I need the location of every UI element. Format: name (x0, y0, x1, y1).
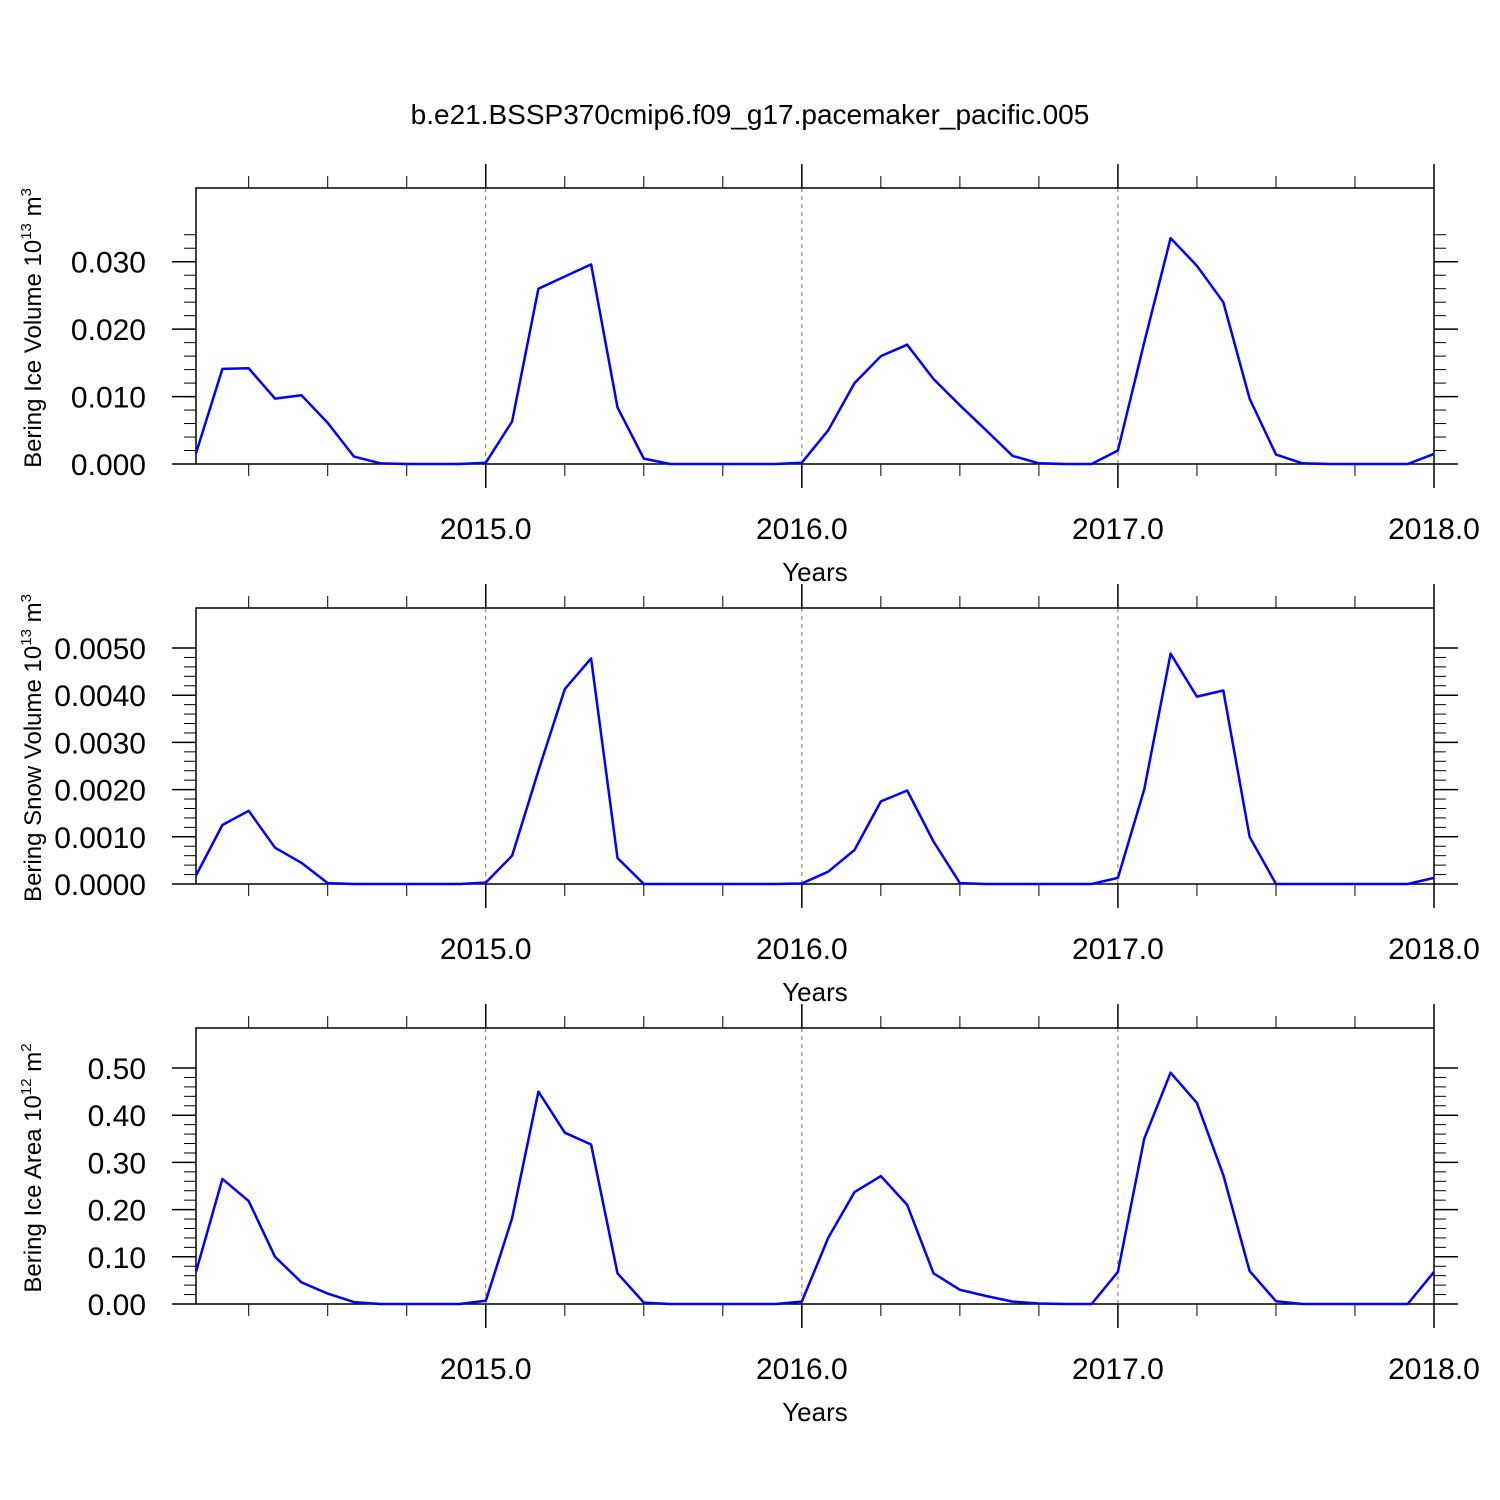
plot-frame (195, 187, 1435, 465)
x-tick-label: 2016.0 (756, 933, 848, 966)
y-tick-label: 0.000 (71, 449, 146, 482)
panels: 0.000 0.010 0.020 0.030 2015.0 2016.0 2017.0 20… (18, 164, 1480, 1427)
series-line-1 (194, 1071, 1435, 1306)
x-tick-label: 2015.0 (440, 933, 532, 966)
y-tick-label: 0.030 (71, 247, 146, 280)
plot-frame (195, 607, 1435, 885)
y-tick-label: 0.0000 (54, 869, 146, 902)
x-tick-label: 2017.0 (1072, 513, 1164, 546)
x-tick-label: 2016.0 (756, 1353, 848, 1386)
x-tick-label: 2018.0 (1388, 1353, 1480, 1386)
x-axis-label: Years (782, 977, 848, 1007)
x-tick-label: 2017.0 (1072, 1353, 1164, 1386)
x-axis-label: Years (782, 1397, 848, 1427)
y-tick-label: 0.0010 (54, 822, 146, 855)
series-line-1 (194, 652, 1435, 886)
y-tick-label: 0.0050 (54, 633, 146, 666)
y-tick-label: 0.00 (88, 1289, 146, 1322)
x-tick-label: 2018.0 (1388, 933, 1480, 966)
y-axis-label: Bering Ice Volume 1013 m3 (18, 188, 47, 468)
y-tick-label: 0.0020 (54, 775, 146, 808)
y-tick-label: 0.010 (71, 382, 146, 415)
figure-title: b.e21.BSSP370cmip6.f09_g17.pacemaker_pac… (411, 99, 1090, 130)
y-tick-label: 0.40 (88, 1100, 146, 1133)
x-axis-label: Years (782, 557, 848, 587)
y-axis-label: Bering Snow Volume 1013 m3 (18, 594, 47, 902)
y-tick-label: 0.020 (71, 314, 146, 347)
series-line-1 (194, 236, 1435, 466)
y-tick-label: 0.50 (88, 1053, 146, 1086)
x-tick-label: 2015.0 (440, 1353, 532, 1386)
y-tick-label: 0.10 (88, 1242, 146, 1275)
y-tick-label: 0.20 (88, 1195, 146, 1228)
x-tick-label: 2015.0 (440, 513, 532, 546)
y-tick-label: 0.0040 (54, 680, 146, 713)
panel-3: 0.00 0.10 0.20 0.30 0.40 0.50 2015.0 2016.0 2017… (18, 1004, 1480, 1427)
x-tick-label: 2016.0 (756, 513, 848, 546)
panel-2: 0.0000 0.0010 0.0020 0.0030 0.0040 0.0050 2015… (18, 584, 1480, 1007)
x-tick-label: 2018.0 (1388, 513, 1480, 546)
y-tick-label: 0.0030 (54, 727, 146, 760)
plot-frame (195, 1027, 1435, 1305)
x-tick-label: 2017.0 (1072, 933, 1164, 966)
y-tick-label: 0.30 (88, 1147, 146, 1180)
y-axis-label: Bering Ice Area 1012 m2 (18, 1043, 47, 1292)
panel-1: 0.000 0.010 0.020 0.030 2015.0 2016.0 2017.0 20… (18, 164, 1480, 587)
